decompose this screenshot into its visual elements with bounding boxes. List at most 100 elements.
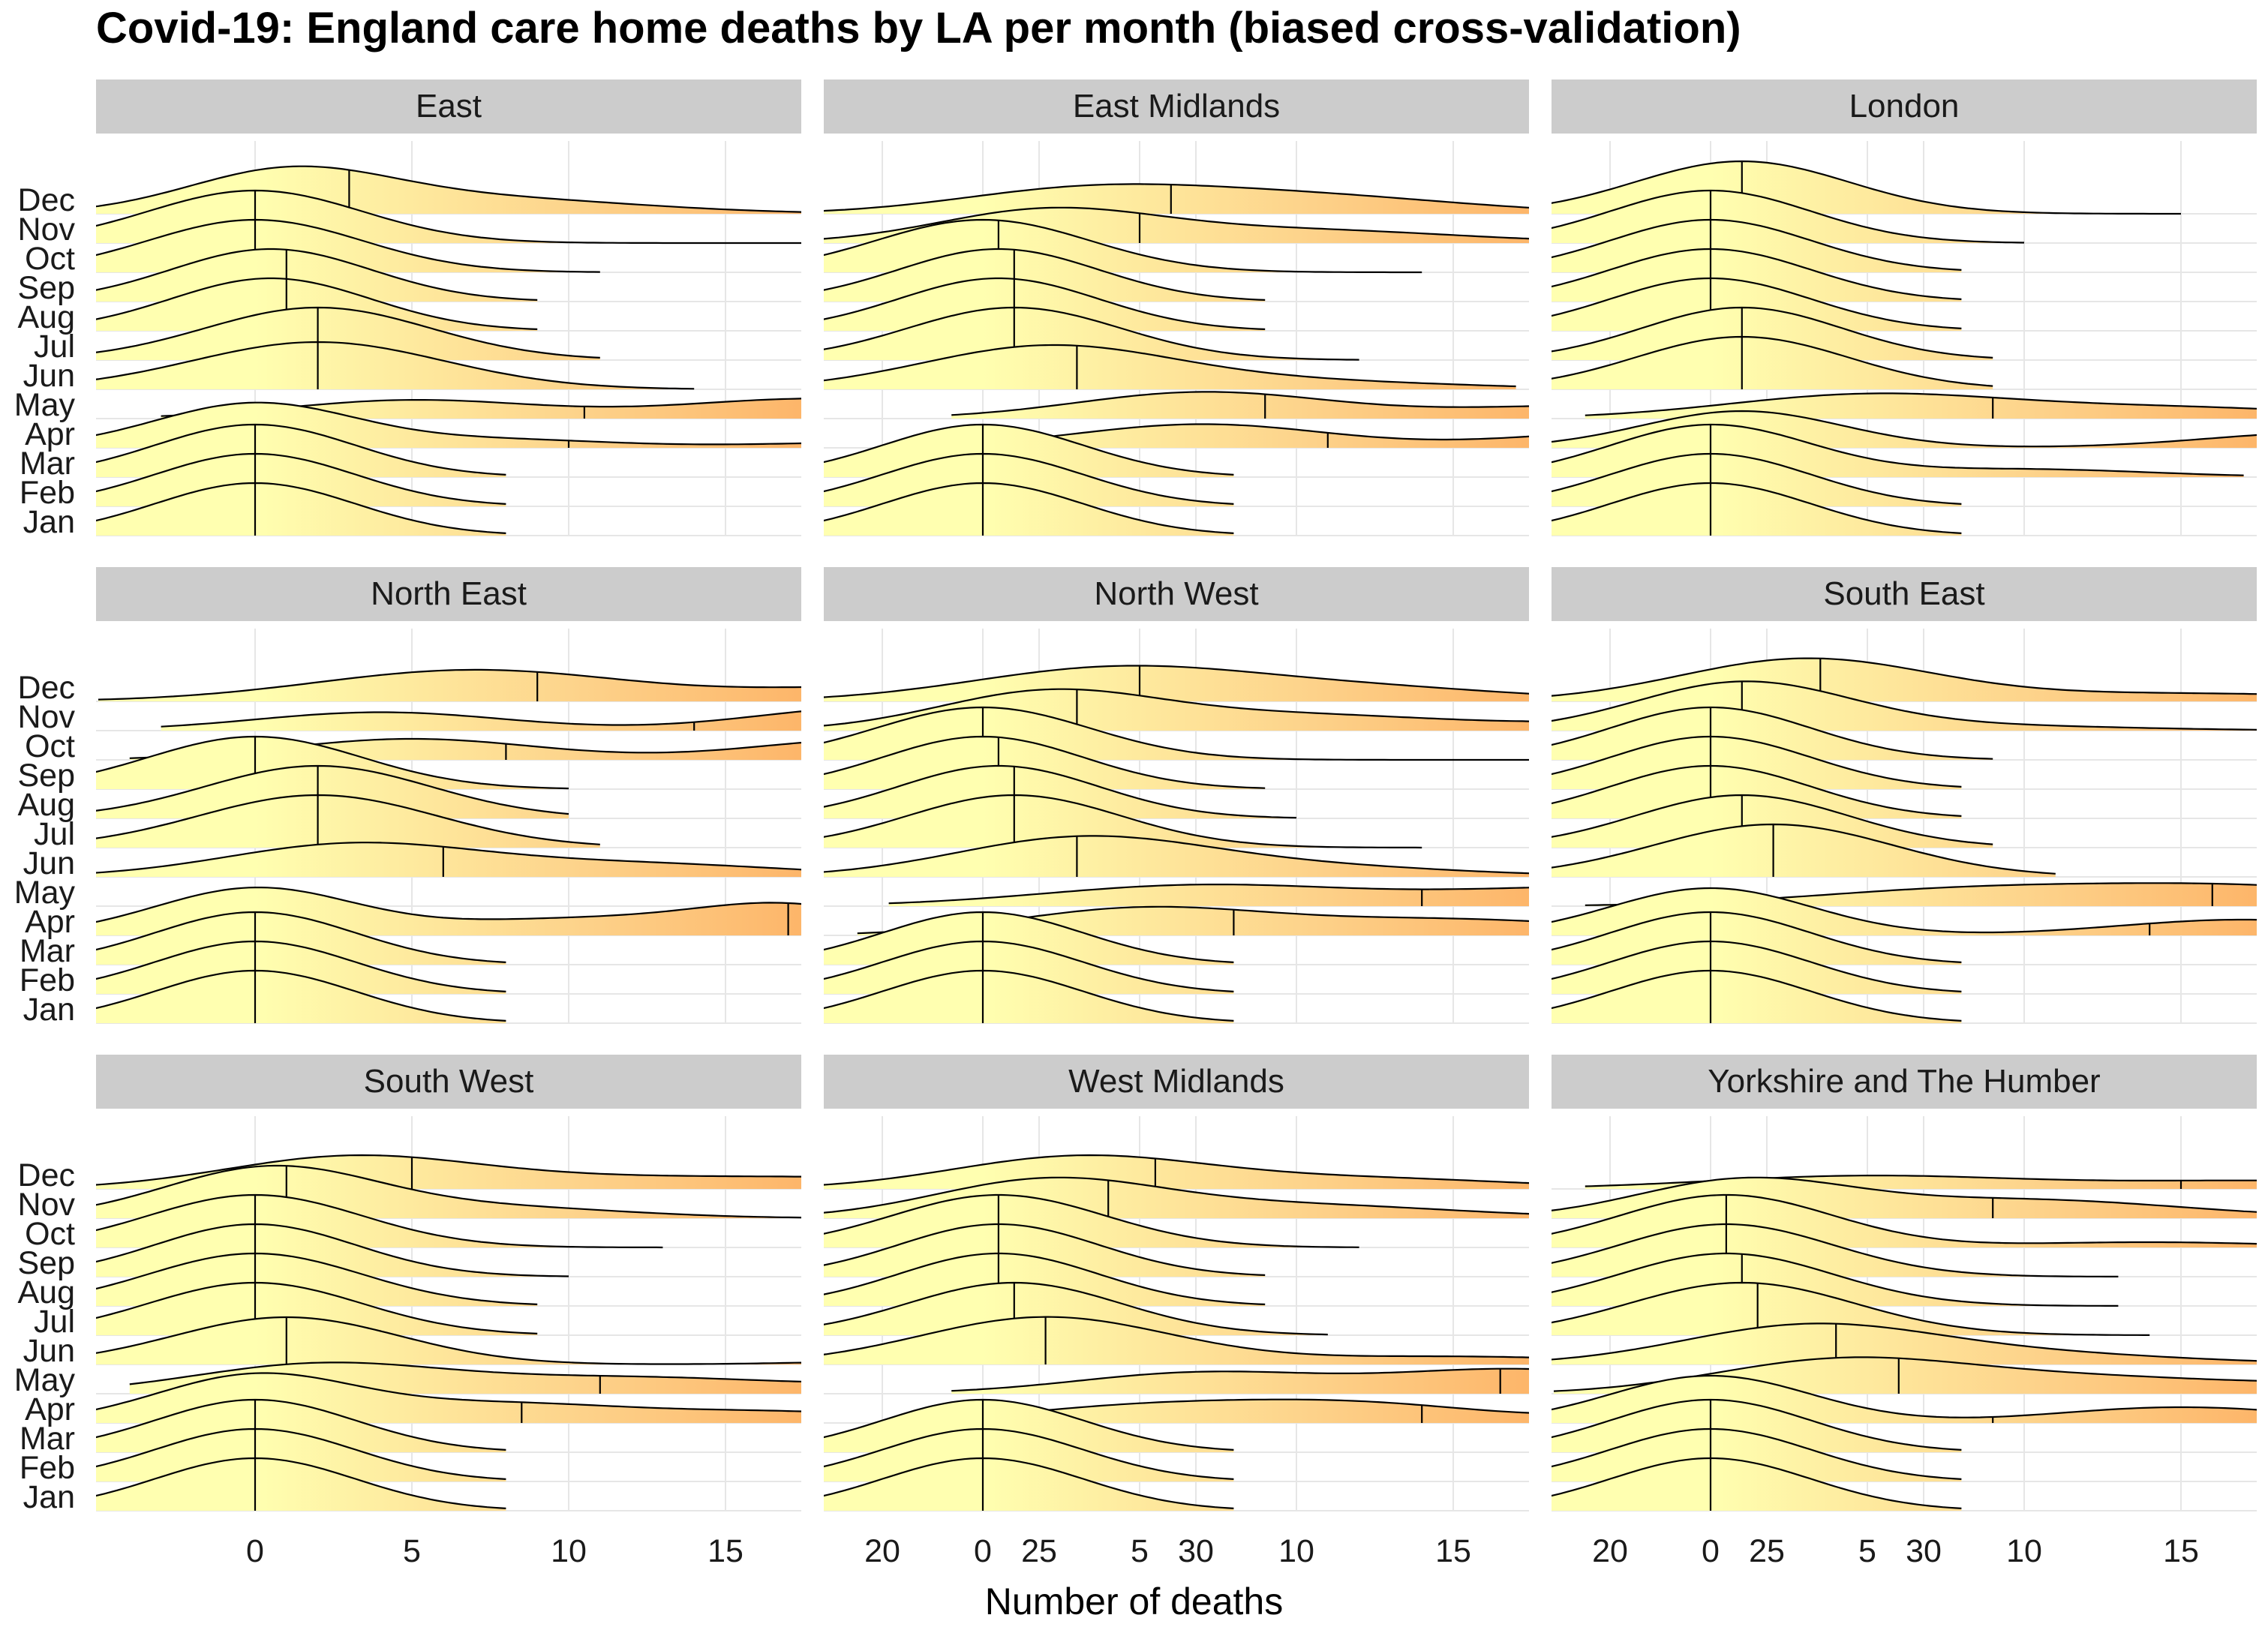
ridge-fill: [1552, 308, 1993, 360]
x-tick-label: 30: [1178, 1533, 1214, 1569]
ridge-fill: [1552, 1283, 2150, 1335]
ridge-jan: [96, 969, 506, 1023]
ridge-outline: [129, 1361, 801, 1385]
ridge-outline: [96, 735, 569, 790]
panel-title: East: [416, 88, 482, 125]
ridge-outline: [824, 218, 1422, 274]
ridge-may: [888, 884, 1529, 906]
ridge-dec: [1552, 160, 2181, 215]
ridge-jul: [96, 794, 600, 848]
ridge-outline: [857, 905, 1529, 935]
ridge-dec: [824, 183, 1529, 214]
ridge-jun: [1552, 823, 2056, 877]
ridge-outline: [1552, 887, 2257, 934]
ridge-outline: [96, 1252, 538, 1305]
ridge-jan: [824, 1457, 1234, 1511]
ridge-fill: [824, 184, 1529, 214]
ridges: [1552, 657, 2257, 1023]
ridge-fill: [96, 342, 695, 389]
ridge-outline: [1552, 160, 2181, 215]
panel-strip: [1552, 80, 2257, 134]
y-tick-label: Apr: [25, 416, 75, 452]
panel: Yorkshire and The Humber 0 5 10 15 20 25 30: [1552, 1055, 2257, 1569]
ridge-outline: [96, 189, 801, 245]
panel-strip: [1552, 567, 2257, 621]
ridge-outline: [1552, 189, 2025, 244]
x-tick-label: 25: [1021, 1533, 1057, 1569]
ridge-outline: [888, 884, 1529, 905]
y-tick-label: Oct: [25, 241, 75, 277]
ridge-outline: [824, 1154, 1529, 1186]
ridge-jan: [96, 482, 506, 536]
x-axis-title: Number of deaths: [984, 1580, 1284, 1622]
ridge-outline: [96, 1372, 801, 1412]
ridge-outline: [951, 1398, 1529, 1419]
ridge-outline: [824, 183, 1529, 212]
ridge-jan: [1552, 482, 1962, 536]
y-tick-label: Oct: [25, 1216, 75, 1252]
y-tick-label: Sep: [17, 270, 75, 306]
ridge-fill: [96, 1283, 538, 1335]
ridge-fill: [1552, 658, 2257, 701]
y-tick-label: Jan: [23, 1479, 75, 1515]
ridge-jan: [1552, 969, 1962, 1023]
ridge-fill: [161, 711, 801, 731]
ridges: [1552, 1175, 2257, 1511]
ridge-jan: [824, 969, 1234, 1023]
x-tick-label: 15: [2163, 1533, 2199, 1569]
ridge-outline: [824, 344, 1516, 388]
y-tick-label: Feb: [20, 475, 75, 511]
ridge-fill: [824, 1253, 1266, 1306]
ridge-outline: [824, 688, 1529, 727]
ridge-fill: [1552, 971, 1962, 1023]
panel-strip: [824, 1055, 1529, 1109]
ridge-fill: [824, 971, 1234, 1023]
ridge-fill: [951, 392, 1529, 419]
ridge-dec: [98, 668, 801, 701]
ridge-outline: [96, 1154, 801, 1186]
ridge-jun: [824, 835, 1529, 877]
panel: South East: [1552, 567, 2257, 1024]
y-tick-label: Feb: [20, 962, 75, 998]
ridge-outline: [1552, 706, 1993, 760]
y-tick-label: Mar: [20, 446, 75, 482]
ridge-fill: [1552, 337, 1993, 389]
y-tick-label: Jan: [23, 992, 75, 1028]
x-tick-label: 0: [1702, 1533, 1720, 1569]
ridge-fill: [96, 766, 569, 818]
x-tick-label: 20: [864, 1533, 900, 1569]
chart-title: Covid-19: England care home deaths by LA…: [96, 4, 1741, 53]
panel-title: Yorkshire and The Humber: [1708, 1063, 2100, 1100]
ridge-outline: [1552, 335, 1993, 387]
ridge-fill: [824, 1316, 1529, 1364]
ridge-outline: [96, 1281, 538, 1334]
ridges: [824, 665, 1529, 1023]
ridge-apr: [951, 423, 1529, 448]
ridge-outline: [1552, 680, 2257, 731]
ridge-outline: [161, 398, 801, 417]
x-tick-label: 10: [2006, 1533, 2042, 1569]
ridge-fill: [824, 308, 1359, 360]
y-tick-label: May: [14, 1362, 76, 1398]
ridge-outline: [1552, 1176, 2257, 1213]
y-tick-label: Aug: [17, 787, 75, 823]
ridge-fill: [1552, 483, 1962, 536]
ridge-jun: [824, 344, 1516, 389]
ridge-jan: [1552, 1457, 1962, 1511]
ridge-outline: [1552, 1193, 2257, 1245]
panel-strip: [96, 567, 801, 621]
ridge-fill: [824, 278, 1266, 331]
ridge-fill: [951, 424, 1529, 448]
ridge-outline: [96, 887, 801, 923]
ridge-outline: [1552, 823, 2056, 875]
panel-title: South West: [364, 1063, 534, 1100]
x-tick-label: 25: [1749, 1533, 1785, 1569]
ridge-dec: [824, 1154, 1529, 1189]
ridge-outline: [1553, 1356, 2257, 1392]
y-tick-label: Jan: [23, 504, 75, 540]
ridge-outline: [96, 764, 569, 815]
y-tick-label: Apr: [25, 904, 75, 940]
panel-strip: [824, 80, 1529, 134]
ridge-fill: [824, 1458, 1234, 1511]
ridge-fill: [96, 971, 506, 1023]
